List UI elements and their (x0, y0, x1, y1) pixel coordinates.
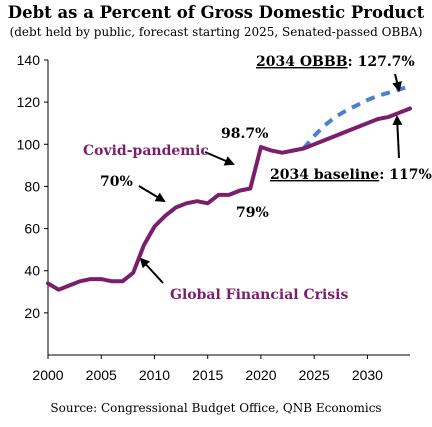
series-line-baseline (46, 106, 412, 292)
debt-line-chart: 20 40 60 80 100 120 140 2000 2005 2010 2015 2020 202… (17, 52, 432, 383)
obbb-label: 2034 OBBB: 127.7% (256, 54, 415, 70)
arrow-gfc (139, 257, 164, 284)
x-tick-label: 2020 (245, 367, 276, 383)
x-tick-label: 2010 (139, 367, 170, 383)
seventy-nine-pct-label: 79% (236, 205, 269, 221)
x-tick-label: 2005 (86, 367, 117, 383)
series-layer (46, 84, 412, 292)
baseline-label: 2034 baseline: 117% (270, 167, 432, 183)
annotations: 2034 OBBB: 127.7% 98.7% Covid-pandemic 7… (83, 54, 432, 303)
y-tick-label: 60 (24, 221, 40, 237)
covid-peak-label: 98.7% (221, 126, 268, 142)
y-tick-label: 140 (17, 52, 41, 68)
x-tick-label: 2025 (299, 367, 330, 383)
axes: 20 40 60 80 100 120 140 2000 2005 2010 2015 2020 202… (17, 52, 410, 383)
covid-pandemic-label: Covid-pandemic (83, 143, 209, 159)
chart-source: Source: Congressional Budget Office, QNB… (50, 401, 382, 415)
y-tick-label: 100 (17, 136, 41, 152)
chart-title: Debt as a Percent of Gross Domestic Prod… (7, 3, 425, 22)
arrow-baseline (392, 115, 403, 159)
x-tick-label: 2030 (352, 367, 383, 383)
y-tick-label: 20 (24, 305, 40, 321)
chart-subtitle: (debt held by public, forecast starting … (9, 25, 423, 39)
x-tick-label: 2015 (192, 367, 223, 383)
arrow-obbb (392, 73, 402, 92)
arrow-70pct (138, 185, 166, 203)
seventy-pct-label: 70% (100, 174, 133, 190)
y-tick-label: 120 (17, 94, 41, 110)
arrow-covid (204, 151, 235, 166)
annotation-arrows (138, 73, 403, 284)
y-tick-label: 40 (24, 263, 40, 279)
y-tick-label: 80 (24, 178, 40, 194)
series-line-obbb (301, 84, 411, 150)
x-tick-label: 2000 (32, 367, 63, 383)
gfc-label: Global Financial Crisis (170, 287, 348, 303)
